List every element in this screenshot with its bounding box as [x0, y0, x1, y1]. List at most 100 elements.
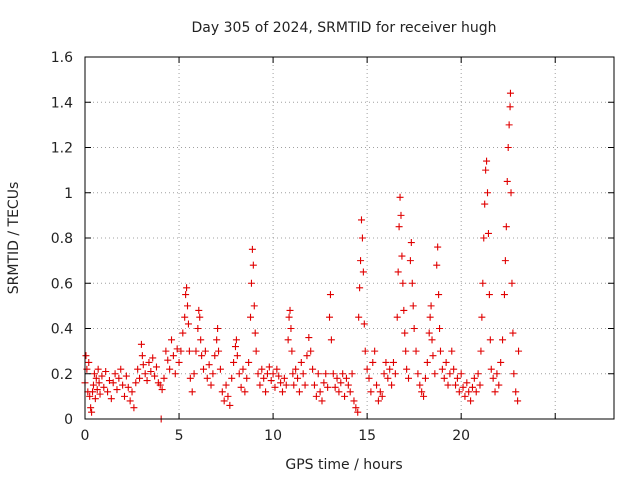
data-point	[132, 379, 140, 387]
data-point	[285, 313, 293, 321]
data-point	[185, 347, 193, 355]
data-point	[104, 388, 112, 396]
data-point	[355, 313, 363, 321]
data-point	[124, 383, 132, 391]
data-points	[81, 89, 523, 423]
data-point	[215, 347, 223, 355]
data-point	[141, 370, 149, 378]
data-point	[484, 229, 492, 237]
data-point	[305, 334, 313, 342]
data-point	[425, 329, 433, 337]
data-point	[224, 392, 232, 400]
data-point	[484, 189, 492, 197]
data-point	[149, 354, 157, 362]
data-point	[233, 352, 241, 360]
data-point	[493, 370, 501, 378]
data-point	[363, 365, 371, 373]
data-point	[438, 365, 446, 373]
data-point	[278, 388, 286, 396]
data-point	[414, 370, 422, 378]
data-point	[282, 381, 290, 389]
data-point	[171, 370, 179, 378]
data-point	[184, 302, 192, 310]
data-point	[440, 374, 448, 382]
data-point	[95, 379, 103, 387]
data-point	[397, 211, 405, 219]
data-point	[327, 336, 335, 344]
data-point	[222, 381, 230, 389]
data-point	[175, 358, 183, 366]
data-point	[145, 358, 153, 366]
data-point	[192, 347, 200, 355]
data-point	[476, 381, 484, 389]
data-point	[190, 370, 198, 378]
data-point	[216, 365, 224, 373]
data-point	[188, 388, 196, 396]
data-point	[499, 336, 507, 344]
data-point	[446, 370, 454, 378]
data-point	[88, 408, 96, 416]
data-point	[450, 365, 458, 373]
data-point	[344, 381, 352, 389]
data-point	[301, 381, 309, 389]
y-tick-label: 1.2	[51, 141, 73, 157]
y-tick-label: 1.6	[51, 50, 73, 66]
data-point	[134, 365, 142, 373]
data-point	[455, 388, 463, 396]
data-point	[122, 372, 130, 380]
data-point	[243, 374, 251, 382]
data-point	[483, 157, 491, 165]
data-point	[509, 329, 517, 337]
data-point	[203, 374, 211, 382]
data-point	[297, 358, 305, 366]
data-point	[421, 374, 429, 382]
data-point	[137, 340, 145, 348]
data-point	[194, 325, 202, 332]
data-point	[115, 374, 123, 382]
data-point	[427, 302, 435, 310]
data-point	[514, 397, 522, 405]
data-point	[228, 374, 236, 382]
data-point	[485, 291, 493, 299]
data-point	[480, 234, 488, 242]
data-point	[352, 404, 360, 412]
data-point	[251, 329, 259, 337]
data-point	[337, 379, 345, 387]
data-point	[119, 381, 127, 389]
data-point	[461, 392, 469, 400]
data-point	[89, 381, 97, 389]
data-point	[82, 352, 90, 360]
data-point	[85, 358, 93, 366]
data-point	[503, 177, 511, 185]
data-point	[312, 392, 320, 400]
data-point	[128, 388, 136, 396]
data-point	[394, 268, 402, 276]
data-point	[309, 365, 317, 373]
data-point	[396, 193, 404, 201]
data-point	[515, 347, 523, 355]
data-point	[486, 336, 494, 344]
data-point	[365, 374, 373, 382]
data-point	[378, 392, 386, 400]
data-point	[288, 347, 296, 355]
data-point	[322, 370, 330, 378]
x-axis-label: GPS time / hours	[285, 457, 402, 473]
data-point	[213, 336, 221, 344]
data-point	[143, 377, 151, 385]
data-point	[358, 234, 366, 242]
data-point	[510, 370, 518, 378]
data-point	[130, 404, 138, 412]
data-point	[407, 239, 415, 247]
data-point	[316, 388, 324, 396]
data-point	[479, 279, 487, 287]
y-tick-label: 0.2	[51, 367, 73, 383]
data-point	[87, 404, 95, 412]
data-point	[207, 381, 215, 389]
data-point	[310, 381, 318, 389]
data-point	[182, 291, 190, 299]
data-point	[294, 374, 302, 382]
data-point	[136, 374, 144, 382]
data-point	[359, 268, 367, 276]
data-point	[374, 397, 382, 405]
data-point	[160, 374, 168, 382]
